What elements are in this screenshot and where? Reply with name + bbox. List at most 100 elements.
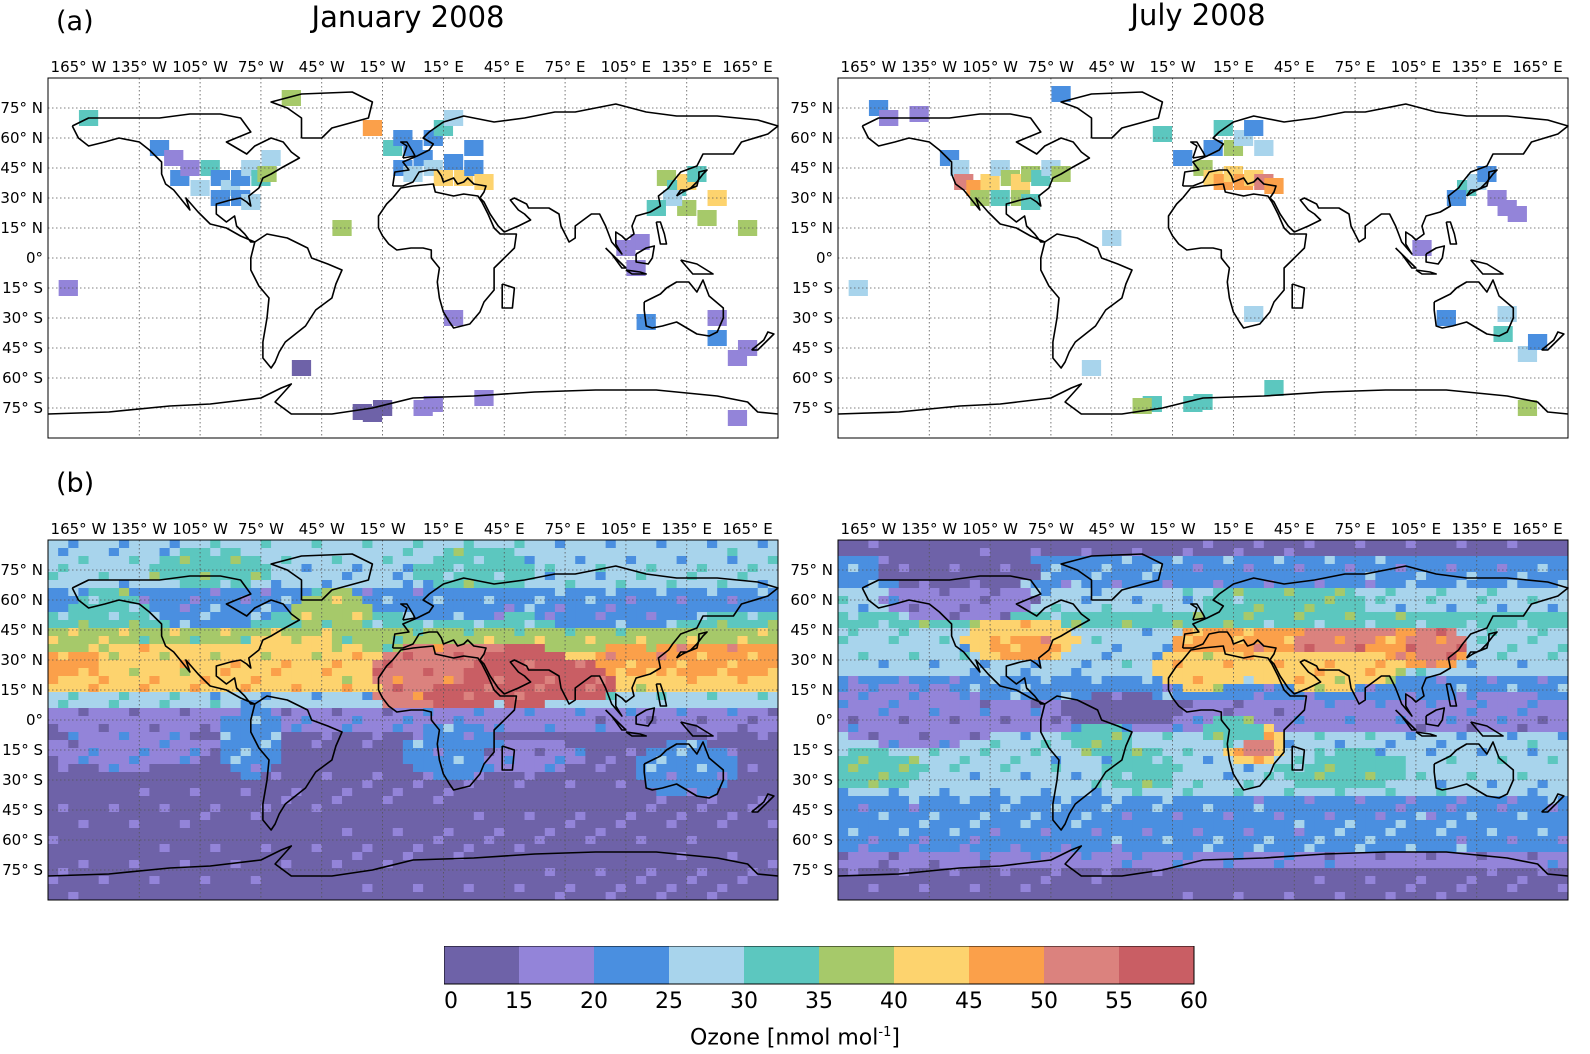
ozone-cell [1537,556,1549,565]
ozone-cell [868,580,880,589]
ozone-cell [169,804,181,813]
ozone-cell [1273,580,1285,589]
ozone-cell [68,628,79,637]
ozone-cell [1355,580,1366,589]
ozone-cell [737,556,749,565]
ozone-cell [433,596,444,605]
ozone-cell [1334,692,1346,701]
ozone-cell [727,668,738,677]
ozone-cell [1507,548,1518,557]
ozone-cell [443,772,455,781]
ozone-cell [362,788,373,797]
ozone-cell [260,844,272,853]
ozone-cell [342,660,353,669]
ozone-cell [1101,652,1113,661]
ozone-cell [676,860,688,869]
ozone-cell [463,860,475,869]
ozone-cell [979,676,991,685]
ozone-cell [676,764,688,773]
ozone-cell [98,892,110,901]
ozone-cell [514,644,526,653]
ozone-cell [58,876,69,885]
ozone-cell [331,708,343,717]
ozone-cell [321,540,333,549]
ozone-cell [696,756,708,765]
ozone-cell [605,556,617,565]
ozone-cell [48,676,59,685]
ozone-cell [108,844,120,853]
ozone-cell [1091,580,1103,589]
ozone-cell [544,828,556,837]
ozone-cell [565,620,576,629]
ozone-cell [1466,668,1478,677]
ozone-cell [959,596,971,605]
ozone-cell [1324,548,1336,557]
ozone-cell [1517,668,1528,677]
ozone-cell [189,868,201,877]
ozone-cell [189,628,201,637]
ozone-cell [676,596,688,605]
ozone-cell [1182,628,1194,637]
ozone-cell [342,620,353,629]
ozone-cell [382,764,394,773]
longitude-tick-label: 45° W [1089,58,1135,76]
ozone-cell [676,820,688,829]
ozone-cell [453,660,465,669]
ozone-cell [1294,604,1305,613]
ozone-cell [707,852,718,861]
ozone-cell [534,724,546,733]
ozone-cell [230,692,242,701]
ozone-cell [362,668,373,677]
ozone-cell [433,692,444,701]
ozone-cell [1446,588,1457,597]
ozone-cell [1233,636,1245,645]
ozone-cell [301,716,313,725]
ozone-cell [281,796,292,805]
ozone-cell [1517,684,1528,693]
ozone-cell [646,588,657,597]
ozone-cell [898,636,910,645]
ozone-cell [1476,676,1488,685]
ozone-cell [78,884,90,893]
ozone-cell [1355,548,1366,557]
ozone-cell [1497,548,1508,557]
ozone-cell [362,596,373,605]
ozone-cell [625,868,637,877]
ozone-cell [605,884,617,893]
ozone-cell [68,684,79,693]
ozone-cell [149,588,161,597]
ozone-cell [473,700,485,709]
ozone-cell [321,836,333,845]
ozone-cell [453,636,465,645]
ozone-cell [625,684,637,693]
ozone-cell [1263,596,1275,605]
ozone-cell [78,796,90,805]
ozone-cell [1121,540,1133,549]
ozone-cell [1050,676,1062,685]
ozone-cell [1192,556,1204,565]
ozone-cell [1375,652,1386,661]
ozone-cell [1203,540,1214,549]
ozone-cell [362,676,373,685]
ozone-cell [737,540,749,549]
ozone-cell [473,580,485,589]
ozone-cell [413,796,424,805]
ozone-cell [737,620,749,629]
coastline [391,103,779,255]
ozone-cell [301,748,313,757]
ozone-cell [878,692,890,701]
ozone-cell [1091,588,1103,597]
ozone-cell [1111,692,1123,701]
ozone-cell [1020,660,1032,669]
ozone-cell [717,812,728,821]
ozone-cell [453,716,465,725]
ozone-cell [1405,628,1417,637]
ozone-cell [281,756,292,765]
ozone-cell [220,660,231,669]
ozone-cell [342,724,353,733]
ozone-cell [423,644,434,653]
ozone-cell [1030,604,1042,613]
ozone-cell [494,556,505,565]
longitude-tick-label: 135° W [901,58,957,76]
ozone-cell [757,652,769,661]
